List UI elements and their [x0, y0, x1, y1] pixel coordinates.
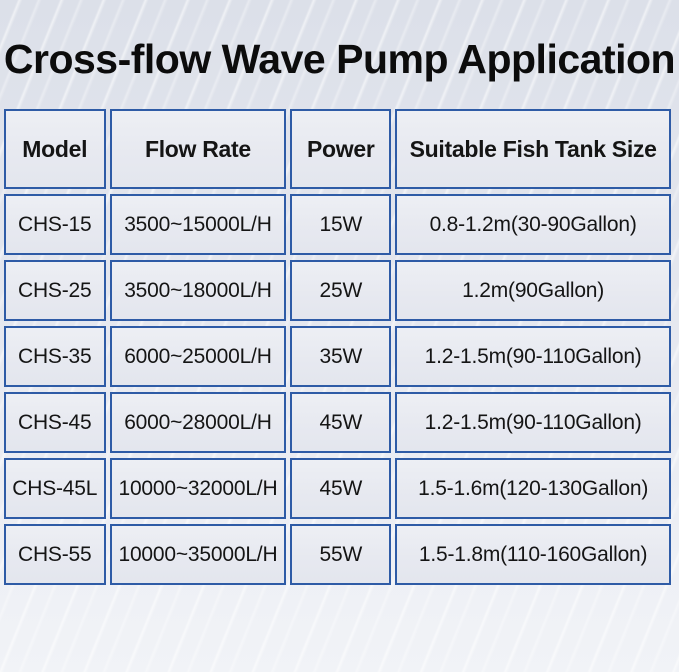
- table-body: CHS-15 3500~15000L/H 15W 0.8-1.2m(30-90Gall…: [4, 194, 671, 585]
- table-header: Model Flow Rate Power Suitable Fish Tank Si…: [4, 109, 671, 189]
- table-cell: 6000~28000L/H: [109, 392, 287, 453]
- table-row: CHS-45 6000~28000L/H 45W 1.2-1.5m(90-110Gal…: [4, 392, 671, 453]
- table-cell: 0.8-1.2m(30-90Gallon): [395, 194, 671, 255]
- table-cell: 15W: [290, 194, 392, 255]
- header-cell-suitable-fish-tank-size: Suitable Fish Tank Size: [395, 109, 671, 189]
- table-cell: 10000~32000L/H: [109, 458, 287, 519]
- table-cell: 1.5-1.6m(120-130Gallon): [395, 458, 671, 519]
- table-row: CHS-45L 10000~32000L/H 45W 1.5-1.6m(120-130…: [4, 458, 671, 519]
- spec-table: Model Flow Rate Power Suitable Fish Tank Si…: [0, 104, 675, 590]
- table-cell: 1.2-1.5m(90-110Gallon): [395, 392, 671, 453]
- table-cell: 3500~18000L/H: [109, 260, 287, 321]
- table-cell: 45W: [290, 392, 392, 453]
- table-cell: 1.2-1.5m(90-110Gallon): [395, 326, 671, 387]
- table-row: CHS-25 3500~18000L/H 25W 1.2m(90Gallon): [4, 260, 671, 321]
- table-cell: CHS-45: [4, 392, 106, 453]
- table-cell: 55W: [290, 524, 392, 585]
- table-cell: 45W: [290, 458, 392, 519]
- table-cell: CHS-15: [4, 194, 106, 255]
- table-row: CHS-15 3500~15000L/H 15W 0.8-1.2m(30-90Gall…: [4, 194, 671, 255]
- table-cell: CHS-35: [4, 326, 106, 387]
- table-cell: CHS-55: [4, 524, 106, 585]
- header-cell-power: Power: [290, 109, 392, 189]
- header-cell-model: Model: [4, 109, 106, 189]
- table-cell: 3500~15000L/H: [109, 194, 287, 255]
- table-cell: 25W: [290, 260, 392, 321]
- table-cell: 35W: [290, 326, 392, 387]
- table-cell: 10000~35000L/H: [109, 524, 287, 585]
- table-cell: 1.5-1.8m(110-160Gallon): [395, 524, 671, 585]
- table-cell: CHS-45L: [4, 458, 106, 519]
- table-row: CHS-55 10000~35000L/H 55W 1.5-1.8m(110-160G…: [4, 524, 671, 585]
- header-cell-flow-rate: Flow Rate: [109, 109, 287, 189]
- table-cell: 6000~25000L/H: [109, 326, 287, 387]
- page-title: Cross-flow Wave Pump Application: [3, 36, 676, 82]
- header-row: Model Flow Rate Power Suitable Fish Tank Si…: [4, 109, 671, 189]
- table-cell: 1.2m(90Gallon): [395, 260, 671, 321]
- table-cell: CHS-25: [4, 260, 106, 321]
- table-row: CHS-35 6000~25000L/H 35W 1.2-1.5m(90-110Gal…: [4, 326, 671, 387]
